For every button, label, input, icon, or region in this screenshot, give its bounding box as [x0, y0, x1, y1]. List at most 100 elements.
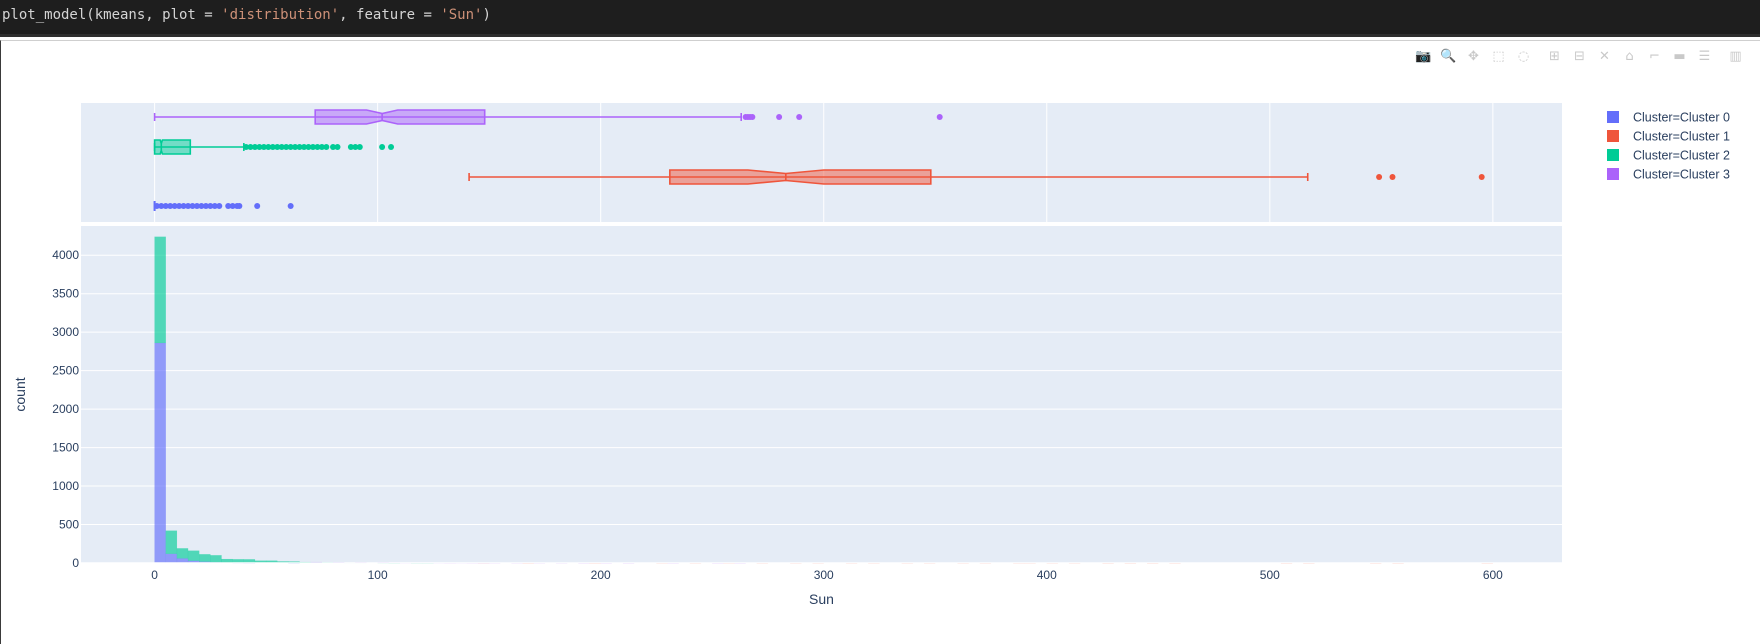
box-outlier-point — [216, 203, 223, 209]
box-outlier-point — [260, 144, 267, 150]
box-outlier-point — [301, 144, 308, 150]
y-tick-label: 1500 — [52, 441, 79, 455]
spike-lines-icon[interactable]: ⌐ — [1649, 48, 1660, 64]
box-outlier-point — [749, 114, 756, 120]
plot-modebar: 📷 🔍 ✥ ⬚ ◌ ⊞ ⊟ ✕ ⌂ ⌐ ▬ ☰ ▥ — [1411, 46, 1748, 66]
zoom-icon[interactable]: 🔍 — [1440, 48, 1457, 64]
histogram-bar — [221, 558, 233, 563]
pan-icon[interactable]: ✥ — [1468, 48, 1479, 64]
box-outlier-point — [225, 203, 232, 209]
y-tick-label: 2000 — [52, 402, 79, 416]
box-outlier-point — [269, 144, 276, 150]
zoom-out-icon[interactable]: ⊟ — [1574, 48, 1585, 64]
box-outlier-point — [202, 203, 209, 209]
y-axis-title: count — [12, 377, 28, 411]
box-outlier-point — [352, 144, 359, 150]
box-select-icon[interactable]: ⬚ — [1492, 48, 1505, 64]
box-outlier-point — [236, 203, 243, 209]
box-outlier-point — [309, 144, 316, 150]
box-outlier-point — [347, 144, 354, 150]
box-outlier-point — [936, 114, 943, 120]
y-tick-label: 0 — [72, 556, 79, 570]
box-outlier-point — [185, 203, 192, 209]
box-outlier-point — [776, 114, 783, 120]
box-outlier-point — [256, 144, 263, 150]
box-outlier-point — [334, 144, 341, 150]
legend-swatch — [1607, 168, 1619, 180]
autoscale-icon[interactable]: ✕ — [1599, 48, 1610, 64]
x-tick-label: 100 — [368, 568, 388, 582]
box-body — [669, 169, 932, 185]
box-body — [314, 109, 486, 125]
box-outlier-point — [180, 203, 187, 209]
code-line: plot_model(kmeans, plot = 'distribution'… — [2, 7, 491, 23]
zoom-in-icon[interactable]: ⊞ — [1549, 48, 1560, 64]
hover-compare-icon[interactable]: ☰ — [1698, 48, 1711, 64]
box-outlier-point — [251, 144, 258, 150]
marginal-box-cluster-0 — [153, 201, 294, 211]
reset-axes-icon[interactable]: ⌂ — [1625, 48, 1634, 64]
y-tick-label: 500 — [59, 518, 79, 532]
histogram-panel-background — [81, 226, 1562, 563]
hover-closest-icon[interactable]: ▬ — [1673, 48, 1686, 64]
box-outlier-point — [162, 203, 169, 209]
box-outlier-point — [314, 144, 321, 150]
y-tick-label: 1000 — [52, 479, 79, 493]
y-tick-label: 3500 — [52, 287, 79, 301]
legend-label: Cluster=Cluster 2 — [1633, 149, 1730, 163]
histogram-bar — [176, 548, 189, 559]
box-outlier-point — [796, 114, 803, 120]
lasso-select-icon[interactable]: ◌ — [1517, 48, 1530, 64]
box-outlier-point — [229, 203, 236, 209]
camera-icon[interactable]: 📷 — [1415, 48, 1432, 64]
legend-swatch — [1607, 149, 1619, 161]
x-tick-label: 400 — [1037, 568, 1057, 582]
box-outlier-point — [1478, 174, 1485, 180]
box-outlier-point — [283, 144, 290, 150]
box-outlier-point — [254, 203, 261, 209]
legend: Cluster=Cluster 0 Cluster=Cluster 1 Cluste… — [1607, 111, 1730, 182]
histogram-bar — [154, 236, 166, 344]
box-outlier-point — [305, 144, 312, 150]
histogram-bar — [232, 559, 244, 563]
box-outlier-point — [193, 203, 200, 209]
box-outlier-point — [198, 203, 205, 209]
box-outlier-point — [211, 203, 218, 209]
histogram-bar — [165, 553, 178, 564]
histogram-bar — [199, 554, 211, 562]
x-tick-label: 0 — [151, 568, 158, 582]
code-cell[interactable]: plot_model(kmeans, plot = 'distribution'… — [0, 0, 1760, 37]
box-outlier-point — [388, 144, 395, 150]
box-outlier-point — [287, 203, 294, 209]
x-tick-label: 300 — [814, 568, 834, 582]
marginal-box-cluster-2 — [153, 139, 395, 155]
legend-swatch — [1607, 111, 1619, 123]
box-outlier-point — [167, 203, 174, 209]
legend-label: Cluster=Cluster 0 — [1633, 111, 1730, 125]
plotly-logo-icon[interactable]: ▥ — [1729, 48, 1742, 64]
box-outlier-point — [158, 203, 165, 209]
x-tick-label: 500 — [1260, 568, 1280, 582]
box-outlier-point — [287, 144, 294, 150]
box-outlier-point — [265, 144, 272, 150]
x-axis-title: Sun — [809, 591, 834, 607]
box-body — [153, 139, 192, 155]
box-outlier-point — [318, 144, 325, 150]
x-tick-label: 200 — [591, 568, 611, 582]
box-outlier-point — [292, 144, 299, 150]
box-outlier-point — [330, 144, 337, 150]
histogram-bar — [154, 342, 166, 564]
y-tick-label: 2500 — [52, 364, 79, 378]
legend-swatch — [1607, 130, 1619, 142]
legend-label: Cluster=Cluster 3 — [1633, 168, 1730, 182]
box-outlier-point — [274, 144, 281, 150]
x-tick-label: 600 — [1483, 568, 1503, 582]
box-outlier-point — [207, 203, 214, 209]
box-outlier-point — [243, 144, 250, 150]
histogram-bar — [187, 550, 200, 561]
box-outlier-point — [323, 144, 330, 150]
marginal-box-cluster-3 — [153, 109, 943, 125]
box-outlier-point — [379, 144, 386, 150]
legend-label: Cluster=Cluster 1 — [1633, 130, 1730, 144]
